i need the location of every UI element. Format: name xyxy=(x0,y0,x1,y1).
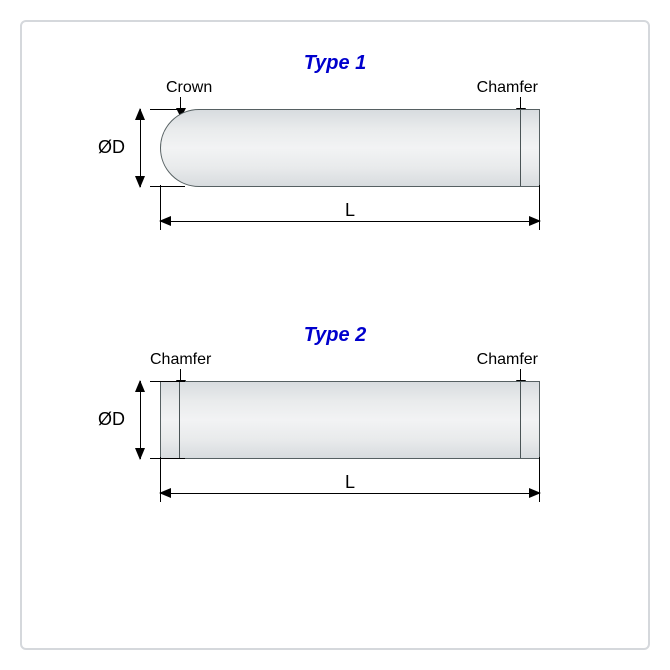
type1-dim-d-label: ØD xyxy=(98,137,125,158)
type1-title: Type 1 xyxy=(72,52,598,75)
type2-right-feature-label: Chamfer xyxy=(477,351,538,369)
type1-section: Type 1 Crown Chamfer ØD xyxy=(72,52,598,324)
type2-title: Type 2 xyxy=(72,324,598,347)
type1-dim-d: ØD xyxy=(120,109,170,187)
type2-chamfer-edge-left xyxy=(179,382,180,458)
type1-chamfer-edge xyxy=(520,110,521,186)
type2-pin-body xyxy=(160,381,540,459)
type1-left-feature-label: Crown xyxy=(166,79,212,97)
diagram-frame: Type 1 Crown Chamfer ØD xyxy=(20,20,650,650)
type2-left-feature-label: Chamfer xyxy=(150,351,211,369)
type1-figure: Crown Chamfer ØD xyxy=(72,79,598,351)
type2-dim-d: ØD xyxy=(120,381,170,459)
type1-dim-l: L xyxy=(160,199,540,239)
type1-right-feature-label: Chamfer xyxy=(477,79,538,97)
type2-section: Type 2 Chamfer Chamfer ØD xyxy=(72,324,598,596)
type2-figure: Chamfer Chamfer ØD xyxy=(72,351,598,623)
type2-dim-l: L xyxy=(160,471,540,511)
type2-dim-l-label: L xyxy=(340,472,360,493)
type1-pin-body xyxy=(160,109,540,187)
type2-chamfer-edge-right xyxy=(520,382,521,458)
type2-dim-d-label: ØD xyxy=(98,409,125,430)
type1-dim-l-label: L xyxy=(340,200,360,221)
